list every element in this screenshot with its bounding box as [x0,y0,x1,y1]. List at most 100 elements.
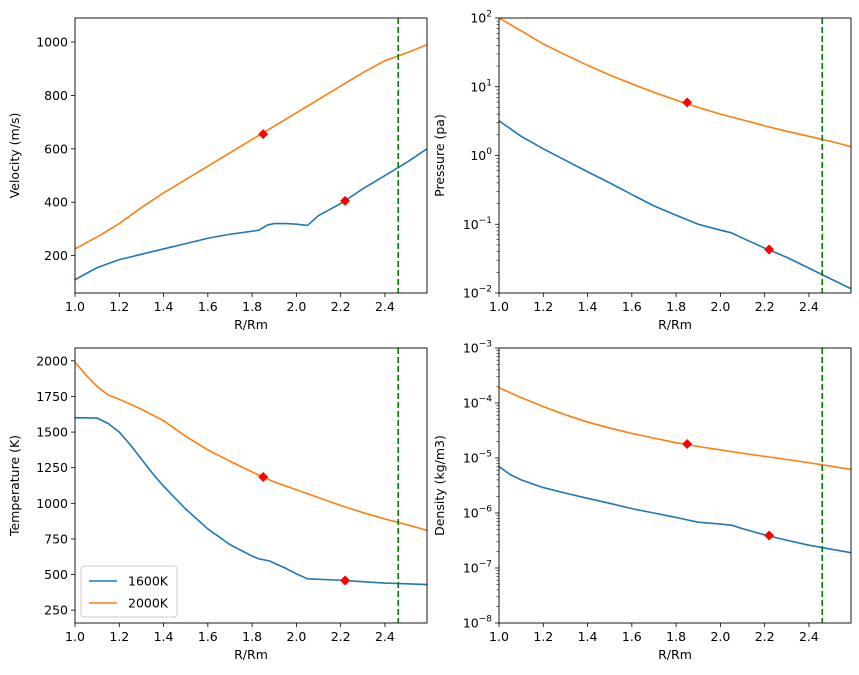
y-tick-exponent: −7 [479,560,492,570]
y-tick-label: 10−2 [463,285,492,301]
y-tick-exponent: −8 [479,615,493,625]
legend-label: 2000K [128,596,169,611]
y-tick-base: 10 [463,506,479,521]
x-tick-label: 1.6 [622,299,642,314]
axes-frame [498,17,852,294]
y-tick-label: 1250 [36,460,68,475]
y-tick-label: 250 [44,603,68,618]
series-line-2000k [75,361,427,532]
y-tick-exponent: 1 [486,78,492,88]
x-tick-label: 1.4 [578,299,598,314]
legend-label: 1600K [128,574,169,589]
y-tick-exponent: 0 [486,147,492,157]
panel-top-right: 1.0 1.2 1.4 1.6 1.8 2.0 2.2 2.410−210−110010110… [432,10,852,332]
y-tick-label: 1500 [36,425,68,440]
x-tick-label: 2.2 [331,299,351,314]
diamond-marker [258,471,269,482]
x-tick-label: 2.0 [286,299,306,314]
x-tick-label: 1.2 [533,299,553,314]
x-tick-label: 1.8 [666,629,686,644]
legend: 1600K 2000K [80,565,178,618]
series-line-1600k [499,465,851,554]
y-tick-base: 10 [470,11,486,26]
y-tick-label: 10−3 [463,340,492,356]
x-tick-label: 1.0 [65,299,85,314]
plot-area [75,348,427,623]
x-tick-label: 2.2 [755,629,775,644]
x-tick-label: 2.4 [375,629,395,644]
y-tick-label: 10−4 [463,395,492,411]
y-tick-label: 750 [44,531,68,546]
x-tick-label: 1.6 [622,629,642,644]
y-tick-exponent: −6 [479,505,493,515]
x-tick-label: 2.0 [710,629,730,644]
y-tick-exponent: −5 [479,450,492,460]
x-tick-label: 2.4 [375,299,395,314]
y-tick-label: 1750 [36,389,68,404]
y-axis-label: Velocity (m/s) [7,113,22,199]
y-tick-base: 10 [470,148,486,163]
diamond-marker [682,438,693,449]
x-tick-label: 2.2 [331,629,351,644]
x-tick-label: 2.0 [286,629,306,644]
diamond-marker [258,129,269,140]
y-tick-label: 2000 [36,353,68,368]
y-tick-label: 101 [470,78,492,94]
x-axis-label: R/Rm [658,317,692,332]
series-line-1600k [75,148,427,281]
plot-area [75,18,427,293]
x-tick-label: 1.4 [154,299,174,314]
y-tick-exponent: 2 [486,10,492,20]
panel-bottom-left: 1.0 1.2 1.4 1.6 1.8 2.0 2.2 2.4 250 500 750 1000 125… [7,347,428,662]
x-tick-label: 1.8 [242,629,262,644]
y-tick-label: 10−7 [463,560,492,576]
diamond-marker [682,97,693,108]
series-line-1600k [75,417,427,586]
y-tick-label: 400 [44,195,68,210]
y-tick-base: 10 [470,79,486,94]
x-tick-label: 1.4 [154,629,174,644]
series-line-2000k [75,43,427,250]
x-tick-label: 1.6 [198,629,218,644]
axes-frame [74,17,428,294]
y-tick-label: 500 [44,567,68,582]
y-axis-label: Pressure (pa) [432,114,447,197]
x-axis-label: R/Rm [234,317,268,332]
y-tick-exponent: −3 [479,340,492,350]
series-line-1600k [499,120,851,290]
plot-area [499,18,851,293]
y-tick-label: 200 [44,248,68,263]
series-line-2000k [499,18,851,148]
y-tick-exponent: −4 [479,395,493,405]
diamond-marker [764,244,775,255]
x-tick-label: 1.6 [198,299,218,314]
y-tick-label: 1000 [36,35,68,50]
panel-bottom-right: 1.0 1.2 1.4 1.6 1.8 2.0 2.2 2.410−810−710−610−5… [432,340,852,662]
y-tick-base: 10 [463,217,479,232]
series-line-2000k [499,386,851,471]
y-tick-label: 1000 [36,496,68,511]
y-tick-label: 800 [44,88,68,103]
y-tick-exponent: −1 [479,216,492,226]
y-tick-label: 600 [44,141,68,156]
x-tick-label: 1.8 [666,299,686,314]
x-tick-label: 2.0 [710,299,730,314]
y-tick-base: 10 [463,561,479,576]
y-tick-label: 10−5 [463,450,492,466]
diamond-marker [340,575,351,586]
x-tick-label: 1.2 [533,629,553,644]
y-tick-label: 10−8 [463,615,492,631]
panel-top-left: 1.0 1.2 1.4 1.6 1.8 2.0 2.2 2.4 200 400 600 800 1000… [7,17,428,332]
y-axis-label: Density (kg/m3) [432,435,447,536]
x-tick-label: 2.2 [755,299,775,314]
y-tick-exponent: −2 [479,285,492,295]
axes-frame [74,347,428,624]
y-tick-base: 10 [463,396,479,411]
y-axis-label: Temperature (K) [7,435,22,537]
x-tick-label: 2.4 [799,629,819,644]
x-tick-label: 2.4 [799,299,819,314]
y-tick-base: 10 [463,341,479,356]
y-tick-label: 10−1 [463,216,492,232]
axes-frame [498,347,852,624]
